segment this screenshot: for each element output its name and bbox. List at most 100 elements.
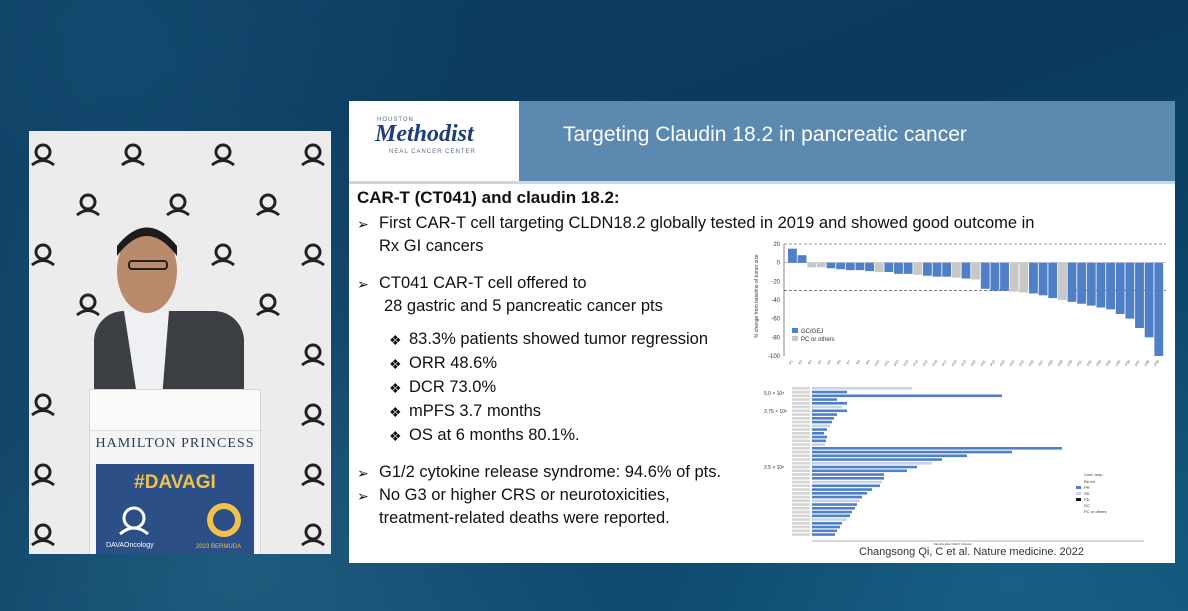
swimmer-bar [812,447,1062,450]
swimmer-patient-label [792,420,810,424]
bullet-2-line1: CT041 CAR-T cell offered to [379,274,587,292]
bottom-bullet-2-line1: No G3 or higher CRS or neurotoxicities, [379,486,670,504]
swimmer-bars [792,387,1062,536]
swimmer-patient-label [792,529,810,533]
swimmer-patient-label [792,484,810,488]
swimmer-bar [812,499,860,503]
swimmer-bar [812,450,1012,454]
dava-logo-icon [29,521,57,549]
swim-legend-4: SD [1084,491,1090,496]
waterfall-category-label: P3 [807,359,813,365]
waterfall-bar [826,262,836,269]
swimmer-patient-label [792,439,810,443]
diamond-bullet-icon: ❖ [389,428,402,444]
waterfall-category-label: P17 [941,359,948,366]
diamond-bullet-icon: ❖ [389,380,402,396]
dava-logo-icon [254,291,282,319]
dava-logo-icon [299,141,327,169]
swimmer-bar [812,514,850,518]
waterfall-legend-label: GC/GEJ [801,329,823,335]
swimmer-bar [812,533,835,536]
swimmer-dose-label-2: 3.75 × 10⁸ [764,409,787,415]
logo-methodist: Methodist [375,121,474,147]
waterfall-category-label: P23 [999,359,1006,366]
swimmer-patient-label [792,462,810,465]
waterfall-category-label: P4 [817,359,823,365]
waterfall-category-label: P11 [884,359,890,366]
swimmer-patient-label [792,443,810,446]
swimmer-bar [812,503,857,506]
waterfall-category-label: P15 [922,359,929,366]
swimmer-bar [812,398,837,401]
swimmer-bar [812,518,847,521]
swimmer-patient-label [792,432,810,435]
bullet-2-line2: 28 gastric and 5 pancreatic cancer pts [384,297,663,315]
swimmer-bar [812,390,847,394]
waterfall-bar [913,262,923,275]
waterfall-bar [1077,262,1087,304]
waterfall-category-label: P31 [1076,359,1083,366]
waterfall-category-label: P32 [1086,359,1093,366]
dava-logo-icon [299,341,327,369]
speaker-video-panel: HAMILTON PRINCESS #DAVAGI DAVAOncology 2… [29,131,331,554]
swimmer-bar [812,424,830,428]
dava-logo-icon [74,291,102,319]
waterfall-bar [942,262,952,277]
citation: Changsong Qi, C et al. Nature medicine. … [859,546,1085,558]
swimmer-bar [812,507,855,510]
dava-logo-icon [299,461,327,489]
swimmer-bar [812,529,837,533]
waterfall-tick-label: -60 [771,317,780,323]
bullet-1-line1: First CAR-T cell targeting CLDN18.2 glob… [379,214,1035,232]
waterfall-bar [1144,262,1154,338]
logo-neal: NEAL CANCER CENTER [389,149,476,155]
swim-legend-2: Re-inf. [1084,479,1096,484]
waterfall-category-label: P1 [788,359,794,365]
waterfall-category-label: P5 [827,359,833,365]
waterfall-category-label: P39 [1153,359,1160,366]
swimmer-patient-label [792,518,810,521]
swimmer-patient-label [792,473,810,476]
diamond-bullet-icon: ❖ [389,404,402,420]
swimmer-bar [812,484,880,488]
waterfall-category-label: P12 [893,359,900,366]
waterfall-category-label: P38 [1144,359,1151,366]
waterfall-bar [865,262,874,272]
waterfall-category-label: P37 [1134,359,1141,366]
swim-legend-swatch-pr [1076,486,1081,489]
waterfall-bar [990,262,1000,291]
swim-legend-3: PR [1084,485,1090,490]
waterfall-bar [884,262,894,272]
waterfall-category-label: P7 [846,359,852,365]
swimmer-patient-label [792,525,810,529]
swimmer-bar [812,522,842,525]
swimmer-bar [812,394,1002,398]
swimmer-patient-label [792,390,810,394]
swimmer-xlabel: Months after CAR-T infusion [934,542,972,546]
swimmer-patient-label [792,424,810,428]
waterfall-category-label: P30 [1067,359,1074,366]
hashtag: #DAVAGI [134,472,216,493]
swimmer-bar [812,387,912,390]
waterfall-category-label: P26 [1028,359,1035,366]
diamond-bullet-icon: ❖ [389,356,402,372]
waterfall-category-label: P29 [1057,359,1064,366]
dava-logo-icon [299,241,327,269]
waterfall-category-label: P20 [970,359,977,366]
swimmer-patient-label [792,405,810,409]
waterfall-bar [903,262,913,274]
dava-logo-icon [29,241,57,269]
swimmer-bar [812,480,882,484]
waterfall-category-label: P34 [1105,359,1112,366]
dava-logo-icon [209,141,237,169]
waterfall-category-label: P2 [798,359,804,365]
swimmer-bar [812,510,852,514]
logo-houston: HOUSTON [377,117,414,123]
waterfall-tick-label: -80 [771,335,780,341]
swimmer-dose-label-3: 2.5 × 10⁸ [764,465,784,471]
waterfall-category-label: P10 [874,359,881,366]
waterfall-bar [1115,262,1125,314]
dava-logo-icon [29,391,57,419]
waterfall-bar [1106,262,1115,310]
swimmer-patient-label [792,447,810,450]
